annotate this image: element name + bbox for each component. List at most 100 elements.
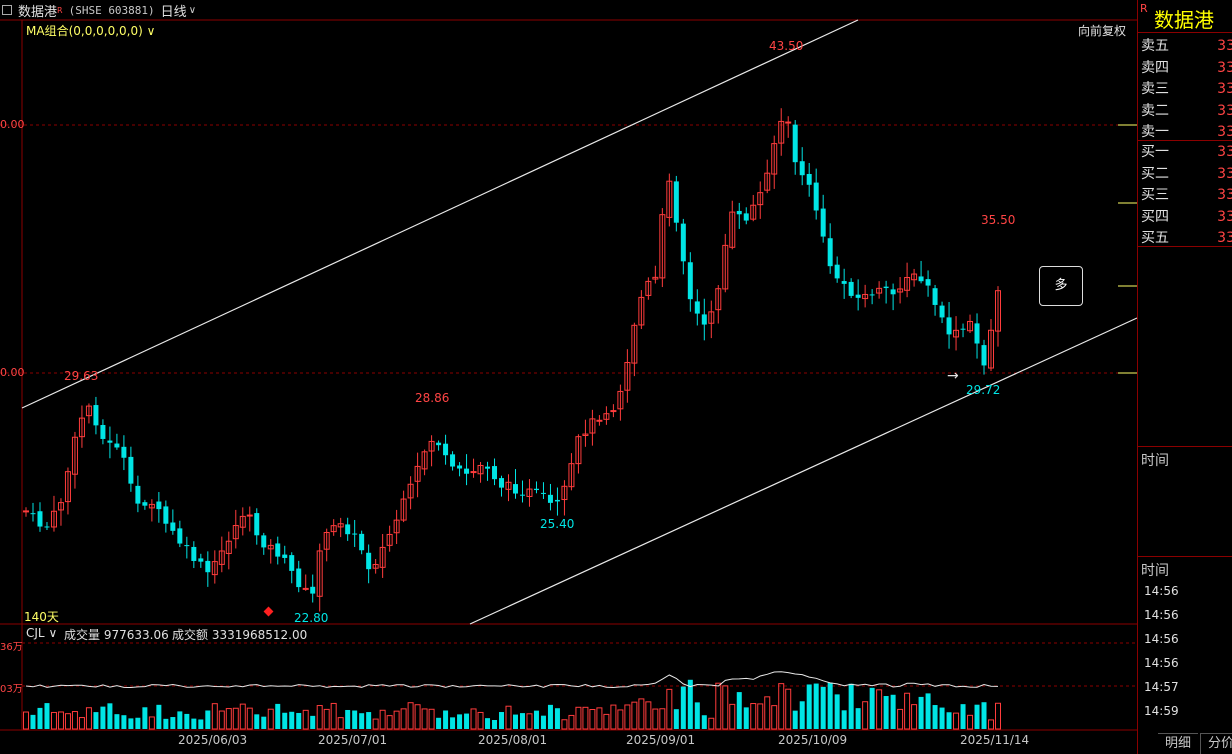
volume-bar xyxy=(135,717,141,729)
bid-value: 33 xyxy=(1217,208,1232,225)
candle-body xyxy=(30,513,36,515)
candle-body xyxy=(296,568,302,588)
volume-bar xyxy=(603,713,610,730)
candle-body xyxy=(967,320,974,332)
stock-code: (SHSE 603881) xyxy=(68,3,155,17)
quote-panel: R 数据港 卖五 33 卖四 33 卖三 33 卖二 33 卖一 33 买一 33 买二 33 买三 33 买… xyxy=(1137,0,1232,754)
volume-bar xyxy=(499,712,505,729)
chevron-down-icon[interactable]: ∨ xyxy=(188,4,197,16)
arrow-right-icon: → xyxy=(947,368,959,384)
volume-ma-line xyxy=(25,671,999,689)
high-annotation: 35.50 xyxy=(981,213,1016,227)
volume-bar xyxy=(198,719,204,729)
days-label: 140天 xyxy=(24,610,59,624)
candle-body xyxy=(995,290,1001,332)
bid-label: 买三 xyxy=(1141,187,1169,203)
volume-bar xyxy=(436,717,442,729)
volume-bar xyxy=(911,704,918,730)
stat-row xyxy=(1141,312,1232,334)
x-axis-label: 2025/08/01 xyxy=(478,733,548,747)
vol-axis-label: 36万 xyxy=(0,642,23,653)
volume-bar xyxy=(121,715,127,729)
candle-body xyxy=(198,558,204,562)
candle-body xyxy=(939,305,945,318)
candle-body xyxy=(890,289,896,295)
candle-body xyxy=(582,433,589,436)
volume-bar xyxy=(414,704,421,730)
volume-bar xyxy=(764,696,771,730)
stat-row xyxy=(1141,290,1232,312)
volume-bar xyxy=(610,704,617,730)
candle-body xyxy=(345,524,351,535)
volume-bar xyxy=(393,710,400,730)
volume-bar xyxy=(848,683,854,729)
ask-label: 卖二 xyxy=(1141,102,1169,119)
lower-trendline xyxy=(469,317,1138,625)
bid-value: 33 xyxy=(1217,165,1232,182)
ask-label: 卖五 xyxy=(1141,38,1169,54)
signal-bubble[interactable]: 多 xyxy=(1039,266,1083,306)
upper-trendline xyxy=(21,19,859,409)
candle-body xyxy=(93,405,99,426)
candle-body xyxy=(359,533,365,551)
stat-row xyxy=(1141,376,1232,398)
volume-bar xyxy=(232,707,239,730)
candle-body xyxy=(218,550,225,565)
volume-bar xyxy=(170,717,176,729)
trade-time: 14:56 xyxy=(1144,632,1179,646)
candle-body xyxy=(512,484,518,494)
volume-bar xyxy=(519,713,525,729)
candle-body xyxy=(428,440,435,452)
candle-body xyxy=(610,410,617,413)
candle-body xyxy=(184,545,190,547)
indicator-selector[interactable]: CJL ∨ xyxy=(26,626,58,640)
volume-bar xyxy=(282,712,288,729)
candle-body xyxy=(239,515,246,528)
candle-body xyxy=(232,525,239,540)
volume-bar xyxy=(680,686,686,729)
candle-body xyxy=(261,535,267,548)
ask-value: 33 xyxy=(1217,59,1232,76)
volume-bar xyxy=(450,717,456,729)
collapse-icon[interactable] xyxy=(2,5,12,15)
volume-bar xyxy=(806,684,812,729)
volume-bar xyxy=(890,694,896,729)
bid-row: 买四 33 xyxy=(1141,206,1232,228)
ask-row: 卖一 33 xyxy=(1141,121,1232,143)
bid-label: 买一 xyxy=(1141,144,1169,160)
candle-body xyxy=(673,181,679,223)
volume-bar xyxy=(792,710,798,729)
candle-body xyxy=(925,279,931,286)
volume-bar xyxy=(323,708,330,730)
volume-bar xyxy=(652,708,659,730)
candle-body xyxy=(316,550,323,597)
low-annotation: 25.40 xyxy=(540,517,575,531)
volume-bar xyxy=(750,703,757,730)
volume-bar xyxy=(37,707,43,729)
candle-body xyxy=(568,463,575,488)
candle-body xyxy=(267,544,274,550)
volume-bar xyxy=(50,711,57,730)
candle-body xyxy=(107,440,113,443)
candle-body xyxy=(492,466,498,480)
candle-body xyxy=(443,443,449,456)
period-selector[interactable]: 日线 xyxy=(160,4,187,20)
candle-body xyxy=(379,546,386,568)
ask-label: 卖三 xyxy=(1141,81,1169,97)
ma-selector[interactable]: MA组合(0,0,0,0,0,0) ∨ xyxy=(26,24,156,38)
volume-bar xyxy=(589,709,596,730)
volume-bar xyxy=(428,708,435,730)
candle-body xyxy=(834,264,840,279)
volume-bar xyxy=(743,707,749,729)
chevron-down-icon: ∨ xyxy=(48,626,58,640)
volume-bar xyxy=(310,715,316,729)
bid-row: 买一 33 xyxy=(1141,141,1232,163)
volume-bar xyxy=(366,712,372,729)
adjust-mode[interactable]: 向前复权 xyxy=(1078,24,1127,38)
tab-price[interactable]: 分价 xyxy=(1200,733,1232,754)
bid-row: 买二 33 xyxy=(1141,163,1232,185)
volume-bar xyxy=(85,707,92,730)
candle-body xyxy=(932,288,938,305)
tab-detail[interactable]: 明细 xyxy=(1158,733,1198,754)
